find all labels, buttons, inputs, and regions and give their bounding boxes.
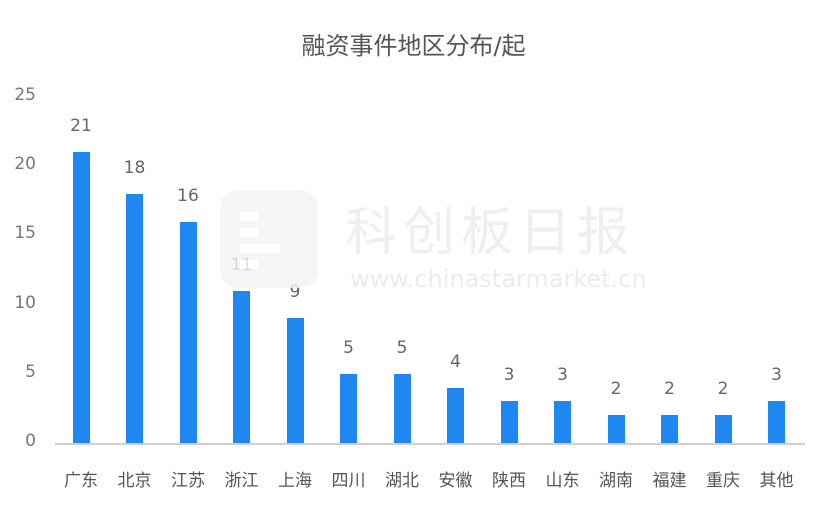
x-category-label: 浙江 bbox=[224, 471, 259, 491]
bar bbox=[607, 415, 625, 443]
bar-value-label: 4 bbox=[450, 351, 461, 372]
y-tick-label: 15 bbox=[14, 223, 36, 244]
x-category-label: 上海 bbox=[278, 471, 312, 491]
bar bbox=[714, 415, 732, 443]
bar-value-label: 9 bbox=[289, 282, 301, 303]
bar-value-label: 3 bbox=[503, 365, 515, 386]
x-category-label: 安徽 bbox=[438, 471, 473, 491]
x-category-label: 江苏 bbox=[171, 471, 205, 491]
x-category-label: 四川 bbox=[331, 471, 366, 491]
bar bbox=[661, 415, 678, 443]
bar-value-label: 18 bbox=[123, 157, 146, 178]
bar bbox=[393, 373, 411, 443]
y-tick-label: 25 bbox=[14, 85, 36, 105]
bar bbox=[554, 401, 571, 443]
x-category-label: 福建 bbox=[652, 471, 687, 491]
x-category-label: 湖南 bbox=[599, 471, 633, 491]
bar-value-label: 16 bbox=[177, 185, 199, 206]
bar bbox=[447, 387, 464, 443]
bar-value-label: 2 bbox=[717, 379, 729, 400]
bar bbox=[233, 290, 250, 443]
bar bbox=[500, 401, 518, 443]
bar bbox=[340, 373, 357, 443]
y-tick-label: 10 bbox=[14, 292, 36, 313]
x-category-label: 广东 bbox=[64, 471, 98, 491]
y-tick-label: 20 bbox=[14, 154, 36, 175]
x-axis-line bbox=[55, 443, 805, 445]
chart-title: 融资事件地区分布/起 bbox=[301, 32, 526, 60]
x-category-label: 北京 bbox=[117, 471, 152, 491]
watermark-name: 科创板日报 bbox=[345, 203, 636, 263]
bar bbox=[179, 221, 197, 443]
bar-value-label: 21 bbox=[70, 116, 92, 137]
bar-value-label: 3 bbox=[557, 365, 568, 386]
bar-value-label: 2 bbox=[664, 379, 675, 400]
bar-value-label: 11 bbox=[230, 254, 253, 275]
x-category-label: 重庆 bbox=[706, 471, 740, 491]
x-category-label: 湖北 bbox=[385, 471, 419, 491]
y-tick-label: 0 bbox=[25, 431, 36, 451]
bar bbox=[768, 401, 785, 443]
bar-value-label: 5 bbox=[396, 337, 408, 358]
x-category-label: 山东 bbox=[545, 471, 580, 491]
bar bbox=[286, 318, 304, 443]
bar bbox=[126, 193, 143, 443]
x-category-label: 陕西 bbox=[492, 471, 526, 491]
bar bbox=[72, 152, 90, 443]
watermark-url: www.chinastarmarket.cn bbox=[350, 265, 647, 293]
bar-value-label: 5 bbox=[343, 337, 354, 358]
x-category-label: 其他 bbox=[759, 471, 794, 491]
y-tick-label: 5 bbox=[25, 361, 36, 382]
bar-value-label: 3 bbox=[771, 365, 782, 386]
bar-value-label: 2 bbox=[610, 379, 622, 400]
